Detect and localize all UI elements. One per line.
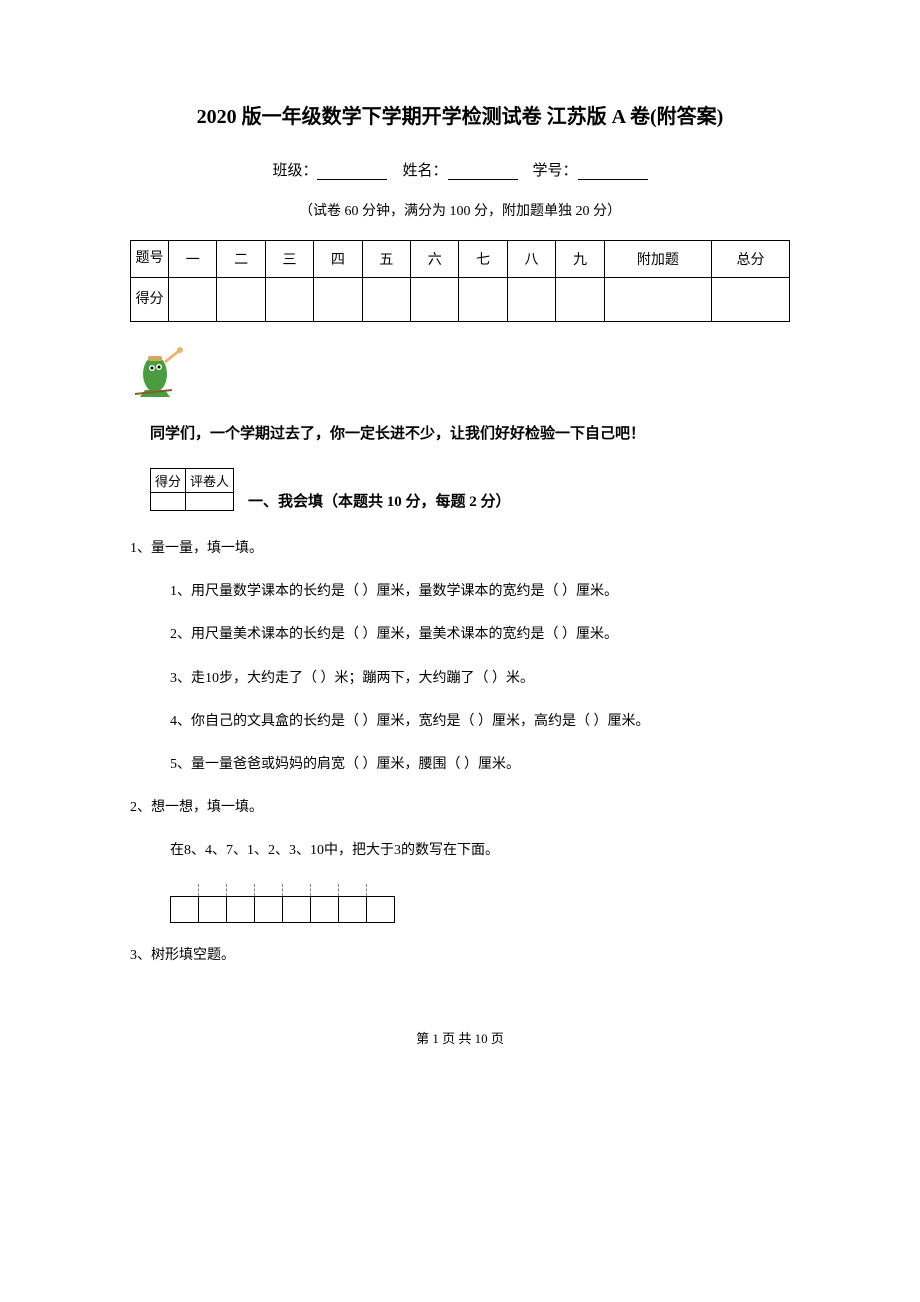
sub-question: 5、量一量爸爸或妈妈的肩宽（ ）厘米，腰围（ ）厘米。 — [170, 752, 790, 777]
id-label: 学号： — [533, 163, 578, 179]
section-title: 一、我会填（本题共 10 分，每题 2 分） — [248, 490, 511, 511]
col-header: 四 — [314, 241, 362, 278]
question-2: 2、想一想，填一填。 — [130, 795, 790, 820]
section-header: 得分 评卷人 一、我会填（本题共 10 分，每题 2 分） — [130, 468, 790, 511]
score-cell — [217, 278, 265, 322]
row-header-question: 题号 — [131, 241, 169, 278]
name-blank — [448, 164, 518, 180]
score-cell — [362, 278, 410, 322]
rating-cell — [151, 493, 186, 511]
score-cell — [411, 278, 459, 322]
col-header: 二 — [217, 241, 265, 278]
score-cell — [507, 278, 555, 322]
student-info-line: 班级： 姓名： 学号： — [130, 159, 790, 180]
encouragement-text: 同学们，一个学期过去了，你一定长进不少，让我们好好检验一下自己吧！ — [150, 422, 790, 443]
col-header: 附加题 — [604, 241, 711, 278]
id-blank — [578, 164, 648, 180]
question-1: 1、量一量，填一填。 — [130, 536, 790, 561]
sub-question: 在8、4、7、1、2、3、10中，把大于3的数写在下面。 — [170, 838, 790, 863]
class-blank — [317, 164, 387, 180]
score-cell — [314, 278, 362, 322]
document-title: 2020 版一年级数学下学期开学检测试卷 江苏版 A 卷(附答案) — [130, 100, 790, 129]
score-cell — [556, 278, 604, 322]
rating-table: 得分 评卷人 — [150, 468, 234, 511]
name-label: 姓名： — [402, 163, 447, 179]
score-cell — [169, 278, 217, 322]
rating-cell — [186, 493, 234, 511]
sub-question: 3、走10步，大约走了（ ）米；蹦两下，大约蹦了（ ）米。 — [170, 666, 790, 691]
sub-question: 2、用尺量美术课本的长约是（ ）厘米，量美术课本的宽约是（ ）厘米。 — [170, 622, 790, 647]
col-header: 五 — [362, 241, 410, 278]
col-header: 九 — [556, 241, 604, 278]
rating-score-label: 得分 — [151, 469, 186, 493]
rating-marker-label: 评卷人 — [186, 469, 234, 493]
col-header: 六 — [411, 241, 459, 278]
score-cell — [459, 278, 507, 322]
page-footer: 第 1 页 共 10 页 — [130, 1028, 790, 1047]
mascot-icon — [130, 342, 190, 402]
col-header: 一 — [169, 241, 217, 278]
sub-question: 1、用尺量数学课本的长约是（ ）厘米，量数学课本的宽约是（ ）厘米。 — [170, 579, 790, 604]
col-header: 八 — [507, 241, 555, 278]
exam-info: （试卷 60 分钟，满分为 100 分，附加题单独 20 分） — [130, 200, 790, 220]
table-row: 题号 一 二 三 四 五 六 七 八 九 附加题 总分 — [131, 241, 790, 278]
table-row: 得分 — [131, 278, 790, 322]
sub-question: 4、你自己的文具盒的长约是（ ）厘米，宽约是（ ）厘米，高约是（ ）厘米。 — [170, 709, 790, 734]
score-cell — [604, 278, 711, 322]
score-table: 题号 一 二 三 四 五 六 七 八 九 附加题 总分 得分 — [130, 240, 790, 322]
score-cell — [265, 278, 313, 322]
answer-grid — [170, 884, 790, 924]
col-header: 七 — [459, 241, 507, 278]
row-header-score: 得分 — [131, 278, 169, 322]
col-header: 总分 — [712, 241, 790, 278]
class-label: 班级： — [272, 163, 317, 179]
col-header: 三 — [265, 241, 313, 278]
score-cell — [712, 278, 790, 322]
question-3: 3、树形填空题。 — [130, 943, 790, 968]
